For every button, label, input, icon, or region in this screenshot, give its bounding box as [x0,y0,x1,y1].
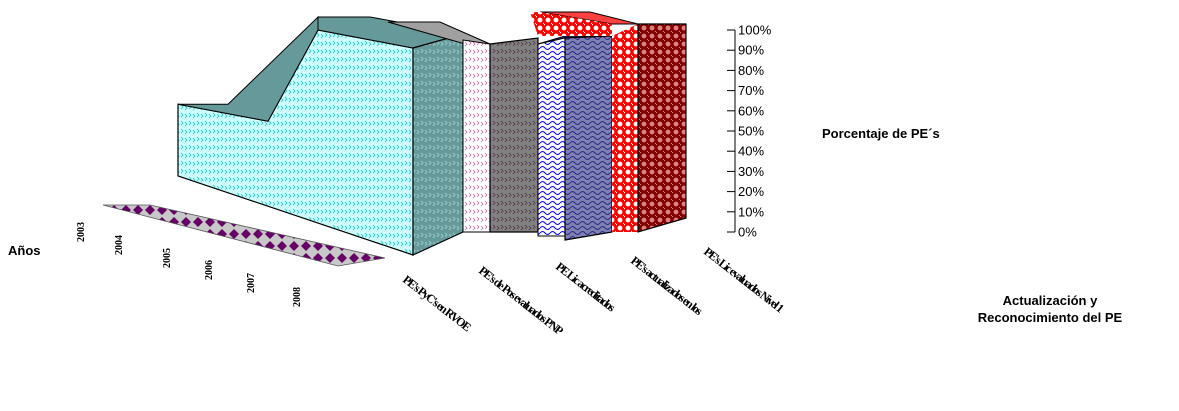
y-tick-label: 60% [738,103,764,118]
y-tick-label: 40% [738,144,764,159]
area-series-2003 [177,11,687,256]
area-band-side [637,23,687,233]
area-band-side [564,35,613,241]
y-tick-label: 90% [738,43,764,58]
category-tick-label: PE's Lic evaluados Nivel 1 [701,244,787,315]
area-band-front [537,37,566,237]
area-band-side [489,37,539,233]
area-band-front [612,24,638,232]
year-tick-label: 2006 [204,260,215,280]
floor-series [102,204,386,267]
area-band-front [462,39,491,233]
year-tick-label: 2008 [292,287,303,307]
y-tick-label: 80% [738,63,764,78]
year-tick-label: 2007 [246,273,257,293]
y-tick-label: 20% [738,184,764,199]
category-tick-label: PE's de Pos evaluados PNP [476,263,566,337]
y-axis-title: Porcentaje de PE´s [822,126,940,141]
category-tick-label: PE Lic acreditados [553,259,618,314]
category-labels: PE's PyC's en RVOE PE's de Pos evaluados … [400,244,787,337]
area-band-back [530,12,612,36]
y-tick-label: 100% [738,23,772,38]
year-labels: 2003 2004 2005 2006 2007 2008 [76,222,303,307]
x-axis-title: Actualización y Reconocimiento del PE [978,293,1123,325]
y-tick-label: 30% [738,164,764,179]
y-tick-label: 10% [738,204,764,219]
y-tick-label: 0% [738,225,757,240]
area-band-side [412,33,464,256]
year-tick-label: 2003 [76,222,87,242]
y-axis: 0% 10% 20% 30% 40% 50% 60% 70% 80% 90% 100% [727,23,772,240]
y-tick-label: 50% [738,124,764,139]
category-tick-label: PE's actualizados en los [628,253,706,318]
year-tick-label: 2005 [162,248,173,268]
y-tick-label: 70% [738,83,764,98]
year-tick-label: 2004 [114,235,125,255]
z-axis-title: Años [8,243,41,258]
category-tick-label: PE's PyC's en RVOE [400,272,474,334]
floor-strip [102,204,386,267]
